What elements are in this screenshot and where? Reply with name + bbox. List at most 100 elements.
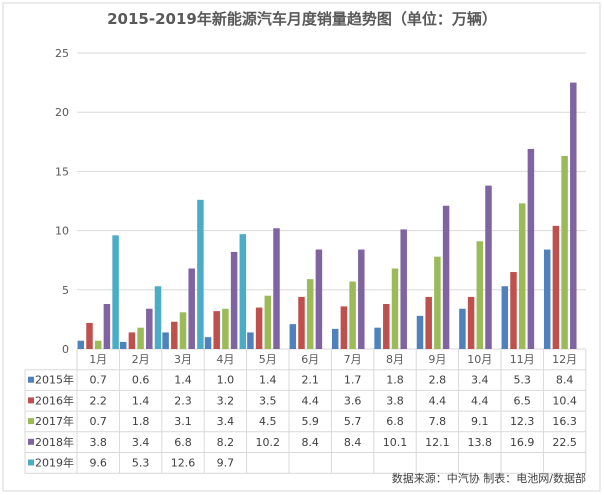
bar: [467, 296, 475, 349]
y-tick-label: 10: [55, 225, 69, 238]
bar: [298, 296, 305, 349]
data-label: 6.5: [513, 394, 531, 407]
data-label: 5.9: [301, 415, 319, 428]
bar: [119, 341, 127, 349]
data-label: 6.8: [386, 415, 404, 428]
bar: [434, 256, 441, 349]
bar: [391, 268, 399, 349]
bar: [247, 332, 254, 349]
bar: [518, 203, 526, 349]
bar: [213, 311, 220, 349]
bar: [222, 308, 229, 349]
bar: [306, 279, 314, 349]
x-tick-label: 9月: [428, 353, 446, 366]
bar: [273, 228, 280, 349]
data-label: 8.4: [344, 436, 362, 449]
data-label: 3.8: [89, 436, 107, 449]
data-label: 1.4: [132, 394, 150, 407]
bar: [315, 249, 323, 349]
data-label: 3.4: [471, 374, 489, 387]
bar: [400, 229, 407, 349]
bar: [103, 304, 111, 349]
x-tick-label: 4月: [216, 353, 234, 366]
data-label: 1.0: [217, 374, 235, 387]
data-label: 5.3: [513, 374, 531, 387]
data-label: 0.7: [89, 374, 107, 387]
bar: [94, 340, 102, 349]
data-label: 1.8: [132, 415, 150, 428]
footer-source: 数据来源：中汽协 制表：电池网/数据部: [392, 471, 586, 485]
legend-label: 2016年: [35, 393, 74, 407]
legend-swatch: [28, 397, 34, 404]
data-label: 0.6: [132, 374, 150, 387]
x-tick-label: 1月: [89, 353, 107, 366]
bar: [570, 82, 577, 349]
y-tick-label: 25: [55, 47, 69, 60]
legend-swatch: [28, 438, 34, 445]
data-label: 10.2: [256, 436, 281, 449]
bar: [239, 234, 247, 349]
legend-swatch: [28, 376, 34, 383]
data-label: 5.3: [132, 457, 150, 470]
bar: [331, 328, 339, 349]
bar: [77, 340, 85, 349]
data-label: 8.4: [301, 436, 319, 449]
data-label: 0.7: [89, 415, 107, 428]
bar: [383, 304, 390, 349]
bar: [459, 308, 466, 349]
bar: [476, 241, 484, 349]
bar: [349, 281, 356, 349]
data-label: 6.8: [174, 436, 192, 449]
data-label: 12.3: [510, 415, 535, 428]
x-tick-label: 12月: [552, 353, 577, 366]
bar: [552, 225, 560, 349]
chart-title: 2015-2019年新能源汽车月度销量趋势图（单位：万辆）: [107, 10, 497, 28]
bar: [128, 332, 136, 349]
legend-label: 2015年: [35, 373, 74, 387]
bar: [137, 327, 144, 349]
y-tick-label: 20: [55, 106, 69, 119]
bar: [255, 307, 263, 349]
y-tick-label: 15: [55, 165, 69, 178]
data-label: 9.6: [89, 457, 107, 470]
bar: [510, 272, 517, 349]
data-label: 3.2: [217, 394, 235, 407]
data-label: 2.1: [301, 374, 319, 387]
bar: [86, 322, 93, 349]
x-tick-label: 6月: [301, 353, 319, 366]
bar: [171, 321, 178, 349]
data-label: 8.4: [556, 374, 574, 387]
data-label: 2.3: [174, 394, 192, 407]
bar: [289, 324, 297, 349]
data-label: 10.4: [552, 394, 577, 407]
data-label: 3.4: [132, 436, 150, 449]
bar: [204, 337, 212, 349]
data-label: 13.8: [468, 436, 493, 449]
data-label: 8.2: [217, 436, 235, 449]
bar: [179, 312, 187, 349]
bar: [358, 249, 365, 349]
legend-label: 2017年: [35, 414, 74, 428]
bar: [340, 306, 348, 349]
data-label: 9.7: [217, 457, 235, 470]
data-label: 1.8: [386, 374, 404, 387]
data-label: 12.6: [171, 457, 196, 470]
x-tick-label: 11月: [510, 353, 535, 366]
data-label: 4.4: [429, 394, 447, 407]
x-tick-label: 10月: [467, 353, 492, 366]
bar: [527, 148, 535, 349]
x-tick-label: 5月: [259, 353, 277, 366]
y-tick-label: 5: [62, 284, 69, 297]
data-label: 3.6: [344, 394, 362, 407]
bar: [416, 315, 424, 349]
data-label: 16.9: [510, 436, 535, 449]
data-label: 4.4: [301, 394, 319, 407]
bar: [112, 235, 119, 349]
data-label: 1.4: [174, 374, 192, 387]
bar: [561, 156, 568, 349]
data-label: 9.1: [471, 415, 489, 428]
data-label: 2.2: [89, 394, 107, 407]
data-label: 3.4: [217, 415, 235, 428]
bar: [146, 308, 153, 349]
